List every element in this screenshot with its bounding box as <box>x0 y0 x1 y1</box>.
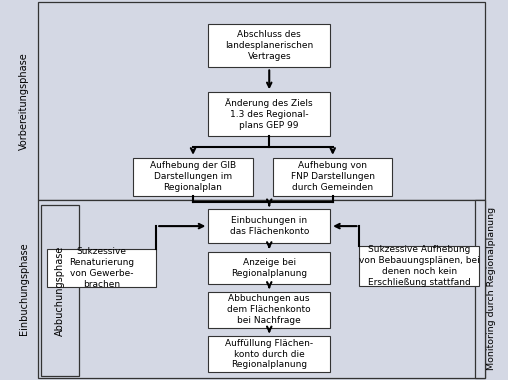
Bar <box>41 205 79 376</box>
Bar <box>208 336 330 372</box>
Text: Aufhebung der GIB
Darstellungen im
Regionalplan: Aufhebung der GIB Darstellungen im Regio… <box>150 162 236 192</box>
Bar <box>475 200 485 378</box>
Bar <box>208 92 330 136</box>
Bar <box>133 158 253 196</box>
Text: Auffüllung Flächen-
konto durch die
Regionalplanung: Auffüllung Flächen- konto durch die Regi… <box>225 339 313 369</box>
Text: Einbuchungsphase: Einbuchungsphase <box>19 242 29 335</box>
Text: Abbuchungsphase: Abbuchungsphase <box>55 245 65 336</box>
Bar <box>208 24 330 68</box>
Text: Monitoring durch Regionalplanung: Monitoring durch Regionalplanung <box>487 207 496 370</box>
Text: Sukzessive
Renaturierung
von Gewerbe-
brachen: Sukzessive Renaturierung von Gewerbe- br… <box>69 247 134 288</box>
Bar <box>208 292 330 328</box>
Text: Einbuchungen in
das Flächenkonto: Einbuchungen in das Flächenkonto <box>230 216 309 236</box>
Text: Änderung des Ziels
1.3 des Regional-
plans GEP 99: Änderung des Ziels 1.3 des Regional- pla… <box>226 98 313 130</box>
Text: Abschluss des
landesplanerischen
Vertrages: Abschluss des landesplanerischen Vertrag… <box>225 30 313 61</box>
Bar <box>208 209 330 243</box>
Bar <box>208 252 330 284</box>
Bar <box>273 158 393 196</box>
Text: Vorbereitungsphase: Vorbereitungsphase <box>19 52 29 150</box>
Text: Sukzessive Aufhebung
von Bebauungsplänen, bei
denen noch kein
Erschließung statt: Sukzessive Aufhebung von Bebauungsplänen… <box>359 245 480 287</box>
Bar <box>38 200 485 378</box>
Text: Abbuchungen aus
dem Flächenkonto
bei Nachfrage: Abbuchungen aus dem Flächenkonto bei Nac… <box>228 294 311 325</box>
Text: Aufhebung von
FNP Darstellungen
durch Gemeinden: Aufhebung von FNP Darstellungen durch Ge… <box>291 162 375 192</box>
Bar <box>360 246 479 286</box>
Bar <box>38 2 485 200</box>
Bar <box>47 249 156 287</box>
Text: Anzeige bei
Regionalplanung: Anzeige bei Regionalplanung <box>231 258 307 278</box>
